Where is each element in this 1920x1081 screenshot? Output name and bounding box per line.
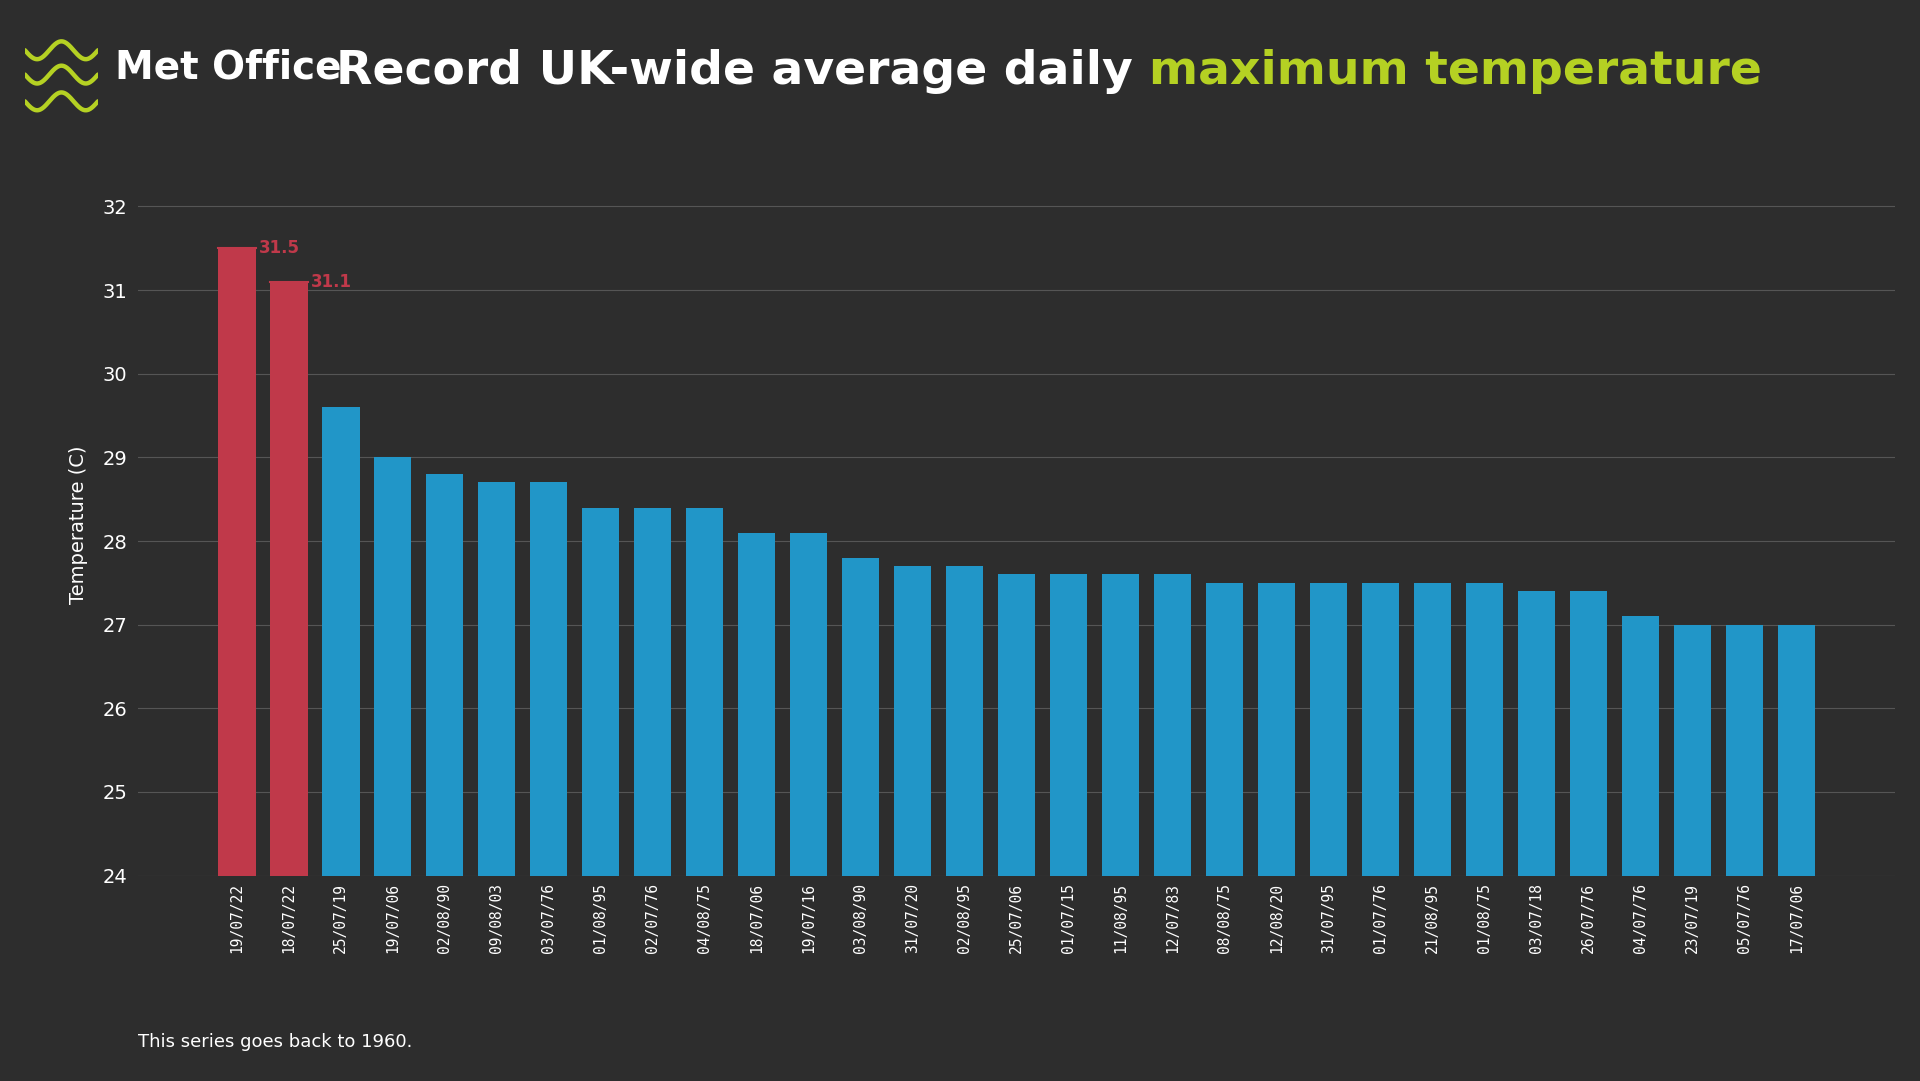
Text: 31.1: 31.1 — [311, 272, 351, 291]
Text: Record UK-wide average daily: Record UK-wide average daily — [336, 49, 1150, 94]
Text: Met Office: Met Office — [115, 49, 342, 86]
Bar — [530, 482, 568, 876]
Bar — [843, 558, 879, 876]
Bar — [478, 482, 515, 876]
Bar — [1154, 574, 1190, 876]
Bar — [634, 508, 672, 876]
Bar — [737, 533, 776, 876]
Bar — [947, 566, 983, 876]
Bar — [1258, 583, 1296, 876]
Bar — [219, 249, 255, 876]
Y-axis label: Temperature (C): Temperature (C) — [69, 445, 88, 603]
Bar — [1622, 616, 1659, 876]
Bar — [1206, 583, 1244, 876]
Bar — [426, 475, 463, 876]
Text: maximum temperature: maximum temperature — [1150, 49, 1763, 94]
Text: This series goes back to 1960.: This series goes back to 1960. — [138, 1032, 413, 1051]
Bar — [582, 508, 620, 876]
Bar — [1465, 583, 1503, 876]
Bar — [1309, 583, 1348, 876]
Bar — [1361, 583, 1400, 876]
Bar — [1102, 574, 1139, 876]
Bar — [1050, 574, 1087, 876]
Bar — [1674, 625, 1711, 876]
Bar — [1413, 583, 1452, 876]
Bar — [1571, 591, 1607, 876]
Bar — [1726, 625, 1763, 876]
Bar — [374, 457, 411, 876]
Text: 31.5: 31.5 — [259, 239, 300, 257]
Bar — [789, 533, 828, 876]
Bar — [1778, 625, 1814, 876]
Bar — [685, 508, 724, 876]
Bar — [271, 282, 307, 876]
Bar — [323, 408, 359, 876]
Bar — [1519, 591, 1555, 876]
Bar — [895, 566, 931, 876]
Bar — [998, 574, 1035, 876]
